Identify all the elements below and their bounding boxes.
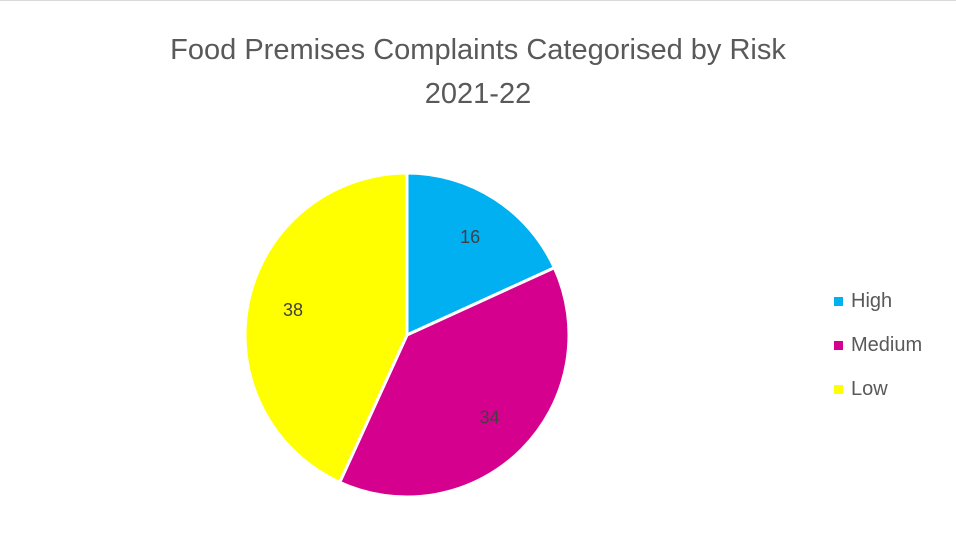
- legend-label-low: Low: [851, 377, 888, 400]
- data-label-low: 38: [283, 300, 303, 320]
- pie-data-labels: 16 34 38: [283, 227, 500, 428]
- legend-swatch-high: [834, 296, 843, 306]
- data-label-high: 16: [460, 227, 480, 247]
- pie-slice-low: [243, 171, 409, 484]
- legend-item-low: Low: [834, 367, 922, 411]
- chart-subtitle-text: 2021-22: [424, 78, 532, 110]
- legend-item-medium: Medium: [834, 323, 922, 367]
- chart-title-text: Food Premises Complaints Categorised by …: [170, 34, 786, 66]
- chart-title: Food Premises Complaints Categorised by …: [0, 28, 956, 116]
- pie-slice-medium: [338, 266, 571, 499]
- legend-item-high: High: [834, 279, 922, 323]
- pie-slice-high: [405, 171, 556, 337]
- top-border: [0, 0, 956, 1]
- pie-slices: [243, 171, 571, 499]
- legend-label-high: High: [851, 289, 893, 312]
- legend-label-medium: Medium: [851, 333, 923, 356]
- data-label-medium: 34: [479, 408, 499, 428]
- legend: High Medium Low: [834, 279, 922, 411]
- legend-swatch-medium: [834, 340, 843, 350]
- legend-swatch-low: [834, 384, 843, 394]
